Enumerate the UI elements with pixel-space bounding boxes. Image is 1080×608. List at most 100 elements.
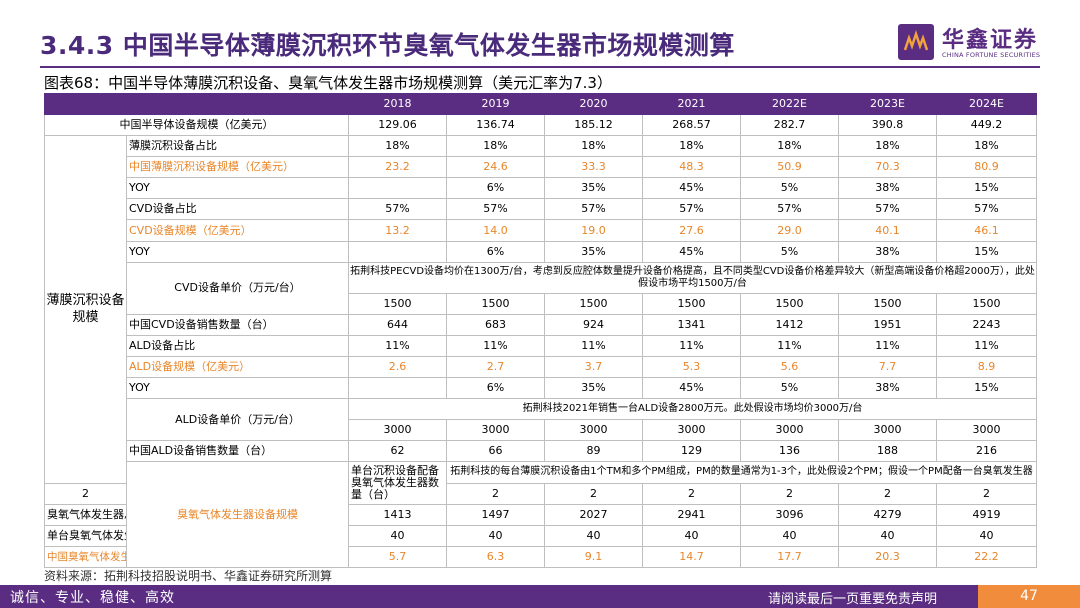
cell: 11% xyxy=(642,334,741,357)
note-cell: 拓荆科技PECVD设备均价在1300万/台，考虑到反应腔体数量提升设备价格提高，… xyxy=(348,261,1037,294)
cell: 35% xyxy=(544,377,643,400)
cell: 48.3 xyxy=(642,156,741,179)
cell: 4919 xyxy=(936,503,1037,526)
cell: 29.0 xyxy=(740,219,839,242)
table-row: 中国半导体设备规模（亿美元） 129.06 136.74 185.12 268.… xyxy=(44,113,1037,137)
cell: 6.3 xyxy=(446,545,545,568)
cell: 24.6 xyxy=(446,156,545,179)
cell: 38% xyxy=(838,240,937,263)
cell: 2.7 xyxy=(446,355,545,379)
cell: 3000 xyxy=(740,419,839,442)
cell: 66 xyxy=(446,440,545,463)
cell: 2 xyxy=(740,482,839,505)
cell: 89 xyxy=(544,440,643,463)
row-label: 单台沉积设备配备臭氧气体发生器数量（台） xyxy=(348,461,447,505)
year-header: 2020 xyxy=(544,93,643,115)
table-row: 薄膜沉积设备规模 薄膜沉积设备占比 18% 18% 18% 18% 18% 18… xyxy=(44,135,1037,484)
cell: 6% xyxy=(446,240,545,263)
row-label: 臭氧气体发生器总需求量（台） xyxy=(44,503,127,526)
row-label: 中国薄膜沉积设备规模（亿美元） xyxy=(126,156,349,179)
cell: 38% xyxy=(838,177,937,200)
row-label: 中国CVD设备销售数量（台） xyxy=(126,313,349,336)
cell: 188 xyxy=(838,440,937,463)
cell: 18% xyxy=(740,135,839,158)
table-row: ALD设备占比 11% 11% 11% 11% 11% 11% 11% xyxy=(45,334,1037,357)
table-row: 1500 1500 1500 1500 1500 1500 1500 xyxy=(45,292,1037,315)
cell: 2 xyxy=(936,482,1037,505)
footer-slogan: 诚信、专业、稳健、高效 xyxy=(10,590,175,606)
cell: 15% xyxy=(936,240,1037,263)
table-row: CVD设备单价（万元/台） 拓荆科技PECVD设备均价在1300万/台，考虑到反… xyxy=(45,261,1037,315)
cell: 129 xyxy=(642,440,741,463)
page-number: 47 xyxy=(978,585,1080,608)
cell: 27.6 xyxy=(642,219,741,242)
table-row: 3000 3000 3000 3000 3000 3000 3000 xyxy=(45,419,1037,442)
table-row: 中国ALD设备销售数量（台） 62 66 89 129 136 188 216 xyxy=(45,440,1037,463)
cell: 2.6 xyxy=(348,355,447,379)
row-label: ALD设备规模（亿美元） xyxy=(126,355,349,379)
cell: 2243 xyxy=(936,313,1037,336)
year-header: 2018 xyxy=(348,93,447,115)
table-row: YOY 6% 35% 45% 5% 38% 15% xyxy=(45,240,1037,263)
year-header: 2024E xyxy=(936,93,1037,115)
cell xyxy=(348,240,447,263)
row-label: ALD设备占比 xyxy=(126,334,349,357)
cell: 3000 xyxy=(642,419,741,442)
group-label-thin-film: 薄膜沉积设备规模 xyxy=(44,135,127,484)
page-title: 3.4.3 中国半导体薄膜沉积环节臭氧气体发生器市场规模测算 xyxy=(40,31,735,60)
cell: 45% xyxy=(642,240,741,263)
table-row: YOY 6% 35% 45% 5% 38% 15% xyxy=(45,377,1037,400)
cell: 22.2 xyxy=(936,545,1037,568)
cell: 8.9 xyxy=(936,355,1037,379)
cell: 40 xyxy=(740,524,839,547)
cell: 57% xyxy=(544,198,643,221)
cell: 70.3 xyxy=(838,156,937,179)
cell: 6% xyxy=(446,177,545,200)
row-label: YOY xyxy=(126,240,349,263)
cell: 40 xyxy=(936,524,1037,547)
cell: 2 xyxy=(838,482,937,505)
cell: 924 xyxy=(544,313,643,336)
cell: 136 xyxy=(740,440,839,463)
table-row: ALD设备单价（万元/台） 拓荆科技2021年销售一台ALD设备2800万元。此… xyxy=(45,398,1037,442)
cell: 11% xyxy=(348,334,447,357)
cell: 3000 xyxy=(838,419,937,442)
cell: 1500 xyxy=(544,292,643,315)
cell: 11% xyxy=(544,334,643,357)
cell: 1500 xyxy=(740,292,839,315)
row-label: 单台臭氧气体发生器价格（万元/台） xyxy=(44,524,127,547)
cell: 46.1 xyxy=(936,219,1037,242)
cell: 18% xyxy=(936,135,1037,158)
cell: 11% xyxy=(446,334,545,357)
cell: 57% xyxy=(838,198,937,221)
cell: 40 xyxy=(642,524,741,547)
year-header: 2019 xyxy=(446,93,545,115)
disclaimer-link[interactable]: 请阅读最后一页重要免责声明 xyxy=(768,592,938,607)
cell: 57% xyxy=(446,198,545,221)
logo-mark-icon xyxy=(898,24,934,60)
row-label: 中国ALD设备销售数量（台） xyxy=(126,440,349,463)
table-row: CVD设备规模（亿美元） 13.2 14.0 19.0 27.6 29.0 40… xyxy=(45,219,1037,242)
cell: 1500 xyxy=(446,292,545,315)
cell: 5% xyxy=(740,377,839,400)
cell: 3096 xyxy=(740,503,839,526)
cell: 45% xyxy=(642,177,741,200)
cell: 57% xyxy=(642,198,741,221)
year-header: 2023E xyxy=(838,93,937,115)
cell: 268.57 xyxy=(642,113,741,137)
cell: 2027 xyxy=(544,503,643,526)
logo-text: 华鑫证券 xyxy=(942,28,1039,53)
cell: 11% xyxy=(740,334,839,357)
header-blank xyxy=(44,93,349,115)
cell: 20.3 xyxy=(838,545,937,568)
cell: 1500 xyxy=(936,292,1037,315)
cell: 2941 xyxy=(642,503,741,526)
cell: 3000 xyxy=(544,419,643,442)
cell: 57% xyxy=(348,198,447,221)
cell: 1951 xyxy=(838,313,937,336)
cell: 2 xyxy=(642,482,741,505)
note-cell: 拓荆科技2021年销售一台ALD设备2800万元。此处假设市场均价3000万/台 xyxy=(348,398,1037,421)
cell xyxy=(348,377,447,400)
cell: 13.2 xyxy=(348,219,447,242)
cell: 129.06 xyxy=(348,113,447,137)
